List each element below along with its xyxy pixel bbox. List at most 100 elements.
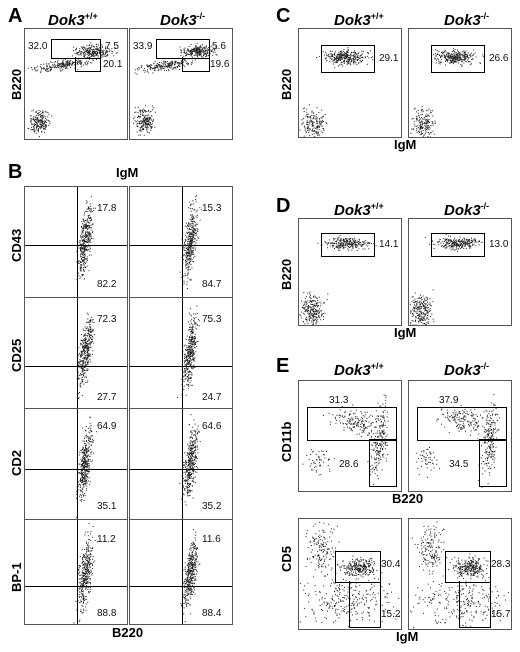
event-dot: [197, 561, 199, 563]
event-dot: [90, 416, 92, 418]
event-dot: [83, 238, 85, 240]
event-dot: [80, 611, 82, 613]
quadrant-line: [130, 245, 232, 246]
event-dot: [81, 248, 83, 250]
event-dot: [87, 454, 89, 456]
event-dot: [187, 473, 189, 475]
event-dot: [187, 270, 189, 272]
event-dot: [321, 109, 323, 111]
event-dot: [88, 234, 90, 236]
event-dot: [194, 243, 196, 245]
event-dot: [190, 593, 192, 595]
event-dot: [193, 577, 195, 579]
panel-a-plot-wt: 32.0 7.5 20.1: [24, 28, 128, 140]
event-dot: [88, 56, 90, 58]
event-dot: [86, 236, 88, 238]
event-dot: [195, 432, 197, 434]
event-dot: [62, 64, 64, 66]
event-dot: [181, 63, 183, 64]
event-dot: [350, 54, 352, 55]
event-dot: [90, 334, 92, 336]
event-dot: [187, 355, 189, 357]
event-dot: [192, 546, 194, 548]
event-dot: [193, 341, 195, 343]
event-dot: [192, 336, 194, 338]
event-dot: [39, 114, 41, 116]
event-dot: [82, 475, 84, 476]
event-dot: [358, 57, 360, 59]
event-dot: [100, 57, 102, 59]
event-dot: [190, 245, 191, 247]
event-dot: [191, 51, 192, 53]
event-dot: [142, 113, 144, 115]
event-dot: [84, 372, 86, 374]
event-dot: [96, 49, 98, 50]
event-dot: [80, 252, 82, 254]
event-dot: [88, 477, 90, 479]
event-dot: [153, 107, 155, 109]
event-dot: [356, 55, 358, 57]
event-dot: [338, 60, 340, 62]
event-dot: [80, 472, 82, 474]
event-dot: [37, 113, 39, 114]
event-dot: [80, 368, 82, 369]
event-dot: [146, 127, 147, 129]
event-dot: [44, 120, 46, 122]
event-dot: [105, 46, 107, 48]
event-dot: [85, 364, 87, 366]
event-dot: [86, 572, 88, 574]
event-dot: [191, 237, 193, 239]
event-dot: [190, 336, 192, 338]
event-dot: [190, 243, 192, 245]
event-dot: [87, 328, 89, 330]
event-dot: [185, 468, 187, 470]
event-dot: [195, 578, 197, 580]
event-dot: [322, 127, 324, 129]
event-dot: [84, 54, 86, 56]
event-dot: [190, 457, 192, 458]
event-dot: [85, 553, 87, 555]
event-dot: [190, 356, 192, 358]
event-dot: [343, 55, 345, 57]
event-dot: [193, 582, 195, 584]
event-dot: [82, 470, 83, 472]
event-dot: [195, 351, 197, 353]
event-dot: [85, 541, 87, 543]
event-dot: [33, 118, 35, 120]
event-dot: [92, 563, 93, 565]
event-dot: [188, 235, 190, 236]
event-dot: [189, 247, 191, 249]
event-dot: [357, 58, 359, 60]
event-dot: [86, 49, 87, 51]
event-dot: [188, 445, 190, 447]
event-dot: [84, 373, 86, 375]
event-dot: [182, 64, 184, 66]
event-dot: [80, 478, 81, 480]
event-dot: [335, 61, 337, 63]
event-dot: [150, 118, 152, 119]
event-dot: [196, 232, 198, 234]
event-dot: [81, 340, 83, 342]
event-dot: [89, 203, 91, 205]
event-dot: [189, 475, 191, 476]
event-dot: [85, 562, 87, 564]
event-dot: [191, 464, 193, 466]
event-dot: [196, 239, 198, 241]
event-dot: [90, 547, 91, 549]
event-dot: [76, 62, 78, 63]
event-dot: [83, 352, 85, 354]
event-dot: [188, 258, 190, 260]
event-dot: [134, 120, 136, 122]
event-dot: [313, 125, 315, 127]
event-dot: [78, 454, 80, 456]
event-dot: [83, 250, 85, 252]
event-dot: [188, 346, 190, 348]
event-dot: [187, 349, 189, 350]
event-dot: [189, 382, 191, 384]
event-dot: [81, 352, 83, 354]
event-dot: [189, 483, 191, 485]
event-dot: [188, 464, 190, 466]
event-dot: [83, 383, 85, 385]
event-dot: [86, 558, 88, 559]
event-dot: [82, 230, 84, 232]
